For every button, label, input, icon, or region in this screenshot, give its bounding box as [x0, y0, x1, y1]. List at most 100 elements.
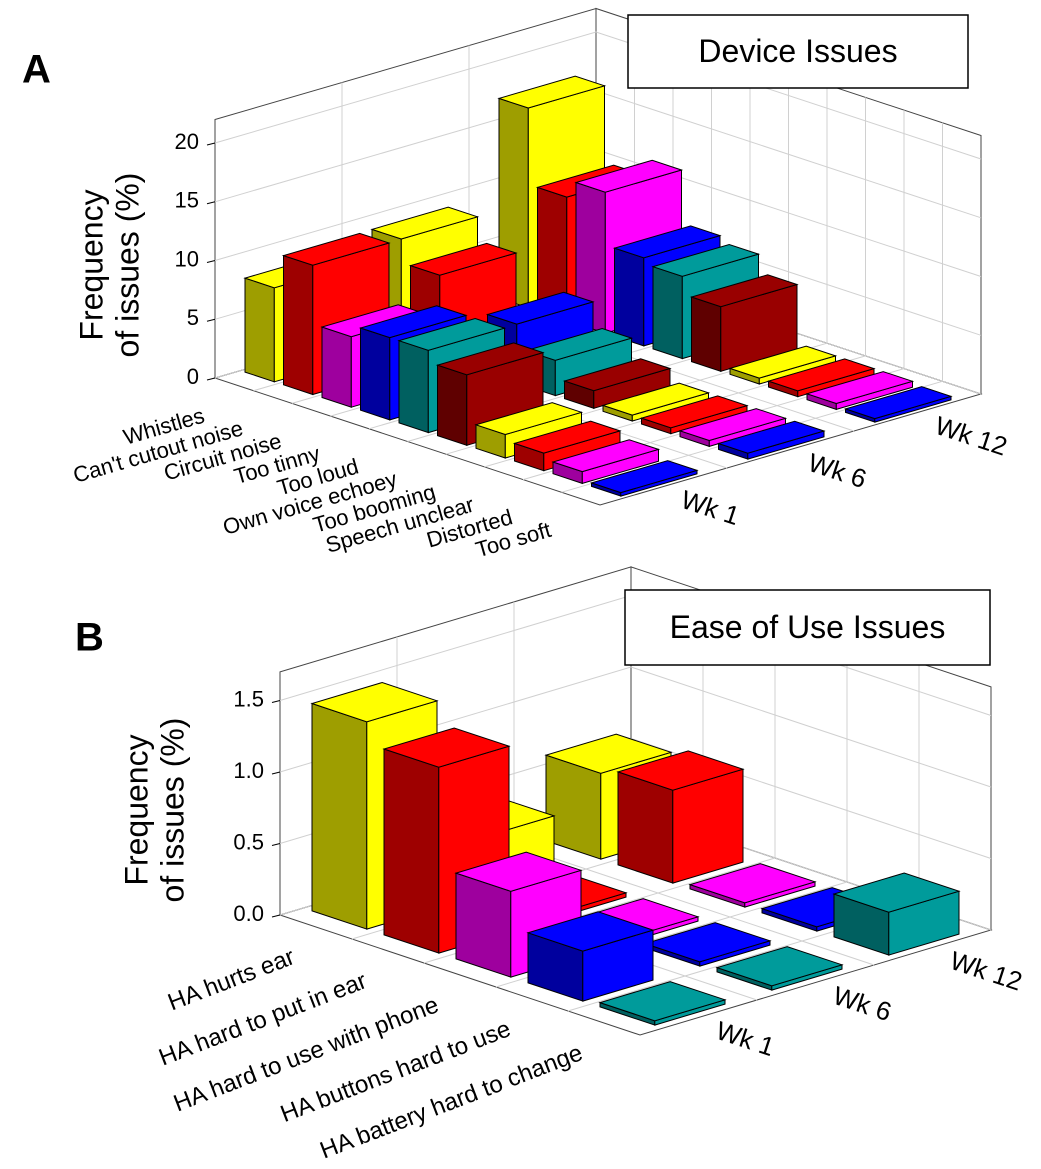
bar-top: [643, 922, 772, 963]
bar-top: [843, 386, 953, 420]
panel-label: A: [22, 48, 51, 92]
bar-top: [526, 911, 655, 952]
z-tick-label: 5: [187, 305, 199, 330]
bar-top: [832, 872, 961, 913]
tick-mark: [206, 142, 216, 146]
bar-top: [408, 242, 518, 276]
bar: [688, 863, 817, 908]
bar: [678, 408, 788, 448]
bar-top: [688, 863, 817, 904]
bar-top: [612, 225, 722, 259]
bar-top: [358, 305, 468, 339]
z-tick-label: 15: [175, 188, 199, 213]
bar-front: [652, 266, 683, 360]
series-label: Wk 12: [932, 410, 1011, 461]
z-tick-label: 10: [175, 246, 199, 271]
bar-top: [766, 358, 876, 392]
bar: [639, 395, 749, 435]
tick-mark: [206, 201, 216, 205]
panel-label: B: [75, 616, 104, 660]
z-axis-label: Frequency: [118, 734, 154, 885]
bar: [716, 420, 826, 460]
z-tick-label: 0.0: [233, 901, 264, 926]
tick-mark: [271, 771, 281, 775]
bar-top: [454, 851, 583, 892]
bar-top: [715, 946, 844, 987]
bar-front: [360, 327, 391, 421]
bar: [616, 750, 745, 884]
bar-front: [398, 340, 429, 434]
z-axis-label: of issues (%): [109, 173, 145, 358]
floor-grid: [513, 844, 875, 966]
tick-mark: [271, 843, 281, 846]
z-axis-label: Frequency: [73, 189, 109, 340]
series-label: Wk 6: [830, 980, 896, 1027]
bar-top: [281, 232, 391, 266]
bar-top: [601, 382, 711, 416]
bar-top: [689, 274, 799, 308]
bar-top: [485, 291, 595, 325]
z-tick-label: 0: [187, 364, 199, 389]
bar-top: [805, 371, 915, 405]
bar-top: [435, 342, 545, 376]
series-label: Wk 6: [805, 447, 871, 494]
series-label: Wk 1: [678, 484, 744, 531]
bar-top: [382, 727, 511, 768]
bar-top: [310, 681, 439, 723]
bar-top: [370, 206, 480, 240]
z-tick-label: 1.5: [233, 686, 264, 711]
bar: [766, 358, 876, 398]
z-tick-label: 0.5: [233, 829, 264, 854]
bar: [526, 911, 655, 1002]
bar: [551, 439, 661, 485]
bar-top: [651, 243, 761, 277]
bar-front: [437, 364, 468, 446]
bar-front: [691, 296, 722, 372]
title-box: [624, 589, 991, 666]
bar: [598, 981, 727, 1026]
tick-mark: [271, 914, 281, 918]
z-axis-label: of issues (%): [154, 718, 190, 903]
bar-top: [512, 420, 622, 454]
bar-top: [598, 981, 727, 1022]
series-label: Wk 12: [947, 945, 1026, 996]
series-label: Wk 1: [713, 1015, 779, 1062]
bar-front: [383, 748, 440, 954]
bar: [805, 371, 915, 411]
chart-title: Ease of Use Issues: [670, 609, 946, 645]
title-box: [627, 14, 969, 89]
bar: [843, 386, 953, 423]
bar: [689, 274, 799, 372]
z-tick-label: 20: [175, 129, 199, 154]
bar-top: [562, 358, 672, 392]
bar-top: [678, 408, 788, 442]
bar-front: [321, 326, 352, 408]
bar-front: [244, 277, 275, 383]
bar: [643, 922, 772, 967]
bar-top: [544, 733, 673, 774]
bar-front: [311, 702, 368, 930]
bar-top: [616, 750, 745, 791]
bar-top: [497, 75, 607, 109]
tick-mark: [271, 700, 281, 703]
tick-mark: [206, 377, 216, 381]
tick-mark: [206, 318, 216, 322]
grid-line: [214, 31, 982, 160]
tick-mark: [206, 260, 216, 263]
bar: [589, 460, 699, 497]
chart-title: Device Issues: [698, 33, 897, 69]
bar: [832, 872, 961, 956]
bar-front: [614, 247, 645, 347]
bar-top: [474, 402, 584, 436]
bar-top: [524, 327, 634, 361]
bar-front: [283, 254, 314, 396]
bar-top: [728, 345, 838, 379]
z-tick-label: 1.0: [233, 758, 264, 783]
bar-top: [397, 317, 507, 351]
bar-top: [589, 460, 699, 494]
bar-top: [574, 159, 684, 193]
bar: [715, 946, 844, 991]
bar-top: [551, 439, 661, 473]
bar: [601, 382, 711, 422]
